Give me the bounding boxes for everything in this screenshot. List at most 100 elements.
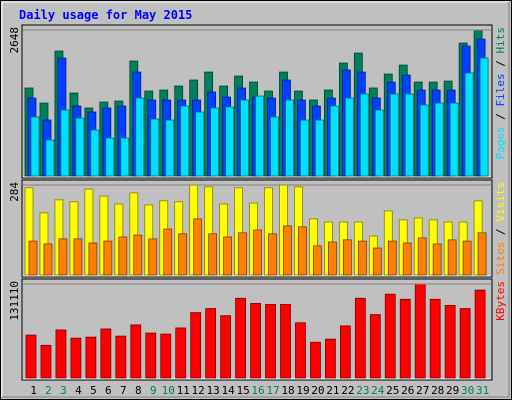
bar <box>327 241 337 276</box>
bar <box>115 335 127 379</box>
bar <box>25 334 37 379</box>
bar <box>387 240 397 276</box>
x-tick-label: 6 <box>105 384 112 397</box>
bar <box>130 324 142 379</box>
bar <box>58 238 68 276</box>
bar <box>178 233 188 276</box>
bar <box>419 104 429 177</box>
x-tick-label: 3 <box>60 384 67 397</box>
x-tick-label: 12 <box>192 384 205 397</box>
bar <box>148 238 158 276</box>
bar <box>300 119 309 177</box>
legend: Pages / Files / Hits <box>494 27 507 160</box>
bar <box>280 304 291 379</box>
bar <box>344 97 354 177</box>
x-tick-label: 9 <box>150 384 157 397</box>
bar <box>193 218 203 276</box>
bar <box>449 102 459 177</box>
bar <box>163 228 173 276</box>
bar <box>459 308 471 379</box>
bar <box>180 105 190 177</box>
bar <box>295 322 306 379</box>
x-tick-label: 13 <box>207 384 220 397</box>
bar <box>329 105 339 177</box>
bar <box>105 137 115 177</box>
bar <box>462 240 472 276</box>
legend: Sites / Visits <box>494 182 507 275</box>
bar <box>354 297 366 379</box>
bar <box>30 116 40 177</box>
bar <box>324 338 336 379</box>
legend-separator: / <box>494 107 507 127</box>
x-tick-label: 17 <box>266 384 279 397</box>
bar <box>88 242 98 276</box>
x-tick-label: 27 <box>416 384 429 397</box>
bar <box>402 242 412 276</box>
bar <box>339 325 351 379</box>
bar <box>220 315 232 379</box>
x-tick-label: 18 <box>281 384 294 397</box>
x-tick-label: 31 <box>476 384 489 397</box>
bar <box>477 232 487 276</box>
bar <box>60 109 70 177</box>
x-tick-label: 2 <box>45 384 52 397</box>
bar <box>150 118 160 177</box>
legend-entry: Hits <box>494 27 507 54</box>
legend-separator: / <box>494 222 507 242</box>
bar <box>235 297 246 379</box>
x-tick-label: 22 <box>341 384 354 397</box>
bar <box>73 238 83 276</box>
x-tick-label: 8 <box>135 384 142 397</box>
bar <box>432 243 442 276</box>
x-tick-label: 11 <box>177 384 190 397</box>
bar <box>389 93 399 177</box>
bar <box>270 116 279 177</box>
x-tick-label: 21 <box>326 384 339 397</box>
x-tick-label: 10 <box>162 384 175 397</box>
bar <box>208 233 218 276</box>
bar <box>85 336 97 379</box>
bar <box>283 225 292 276</box>
x-tick-label: 7 <box>120 384 127 397</box>
bar <box>238 232 247 276</box>
bar <box>444 305 456 379</box>
bar <box>372 247 382 276</box>
bar <box>434 102 444 177</box>
bar <box>253 229 262 276</box>
bar <box>250 303 261 379</box>
bar <box>313 245 322 276</box>
legend-entry: KBytes <box>494 281 507 321</box>
bar <box>429 298 441 379</box>
bar <box>357 240 367 276</box>
bar <box>474 289 486 379</box>
bar <box>100 328 112 379</box>
bar <box>55 329 67 379</box>
bar <box>40 344 52 379</box>
bar <box>268 233 277 276</box>
bar <box>384 293 396 379</box>
y-tick-label: 2648 <box>8 27 21 54</box>
bar <box>205 308 217 379</box>
bar <box>298 226 307 276</box>
bar <box>190 312 202 379</box>
bar <box>133 234 143 276</box>
bar <box>28 240 38 276</box>
bar <box>223 236 233 276</box>
legend-entry: Sites <box>494 242 507 275</box>
x-tick-label: 25 <box>386 384 399 397</box>
bar <box>374 109 384 177</box>
legend-entry: Visits <box>494 182 507 222</box>
bar <box>240 99 249 177</box>
y-tick-label: 284 <box>8 182 21 202</box>
bar <box>75 117 85 177</box>
bar <box>210 107 220 177</box>
bar <box>120 137 130 177</box>
bar <box>417 237 427 276</box>
x-tick-label: 26 <box>401 384 414 397</box>
bar <box>255 95 264 177</box>
bar <box>90 129 100 177</box>
x-tick-label: 30 <box>461 384 474 397</box>
bar <box>285 99 294 177</box>
